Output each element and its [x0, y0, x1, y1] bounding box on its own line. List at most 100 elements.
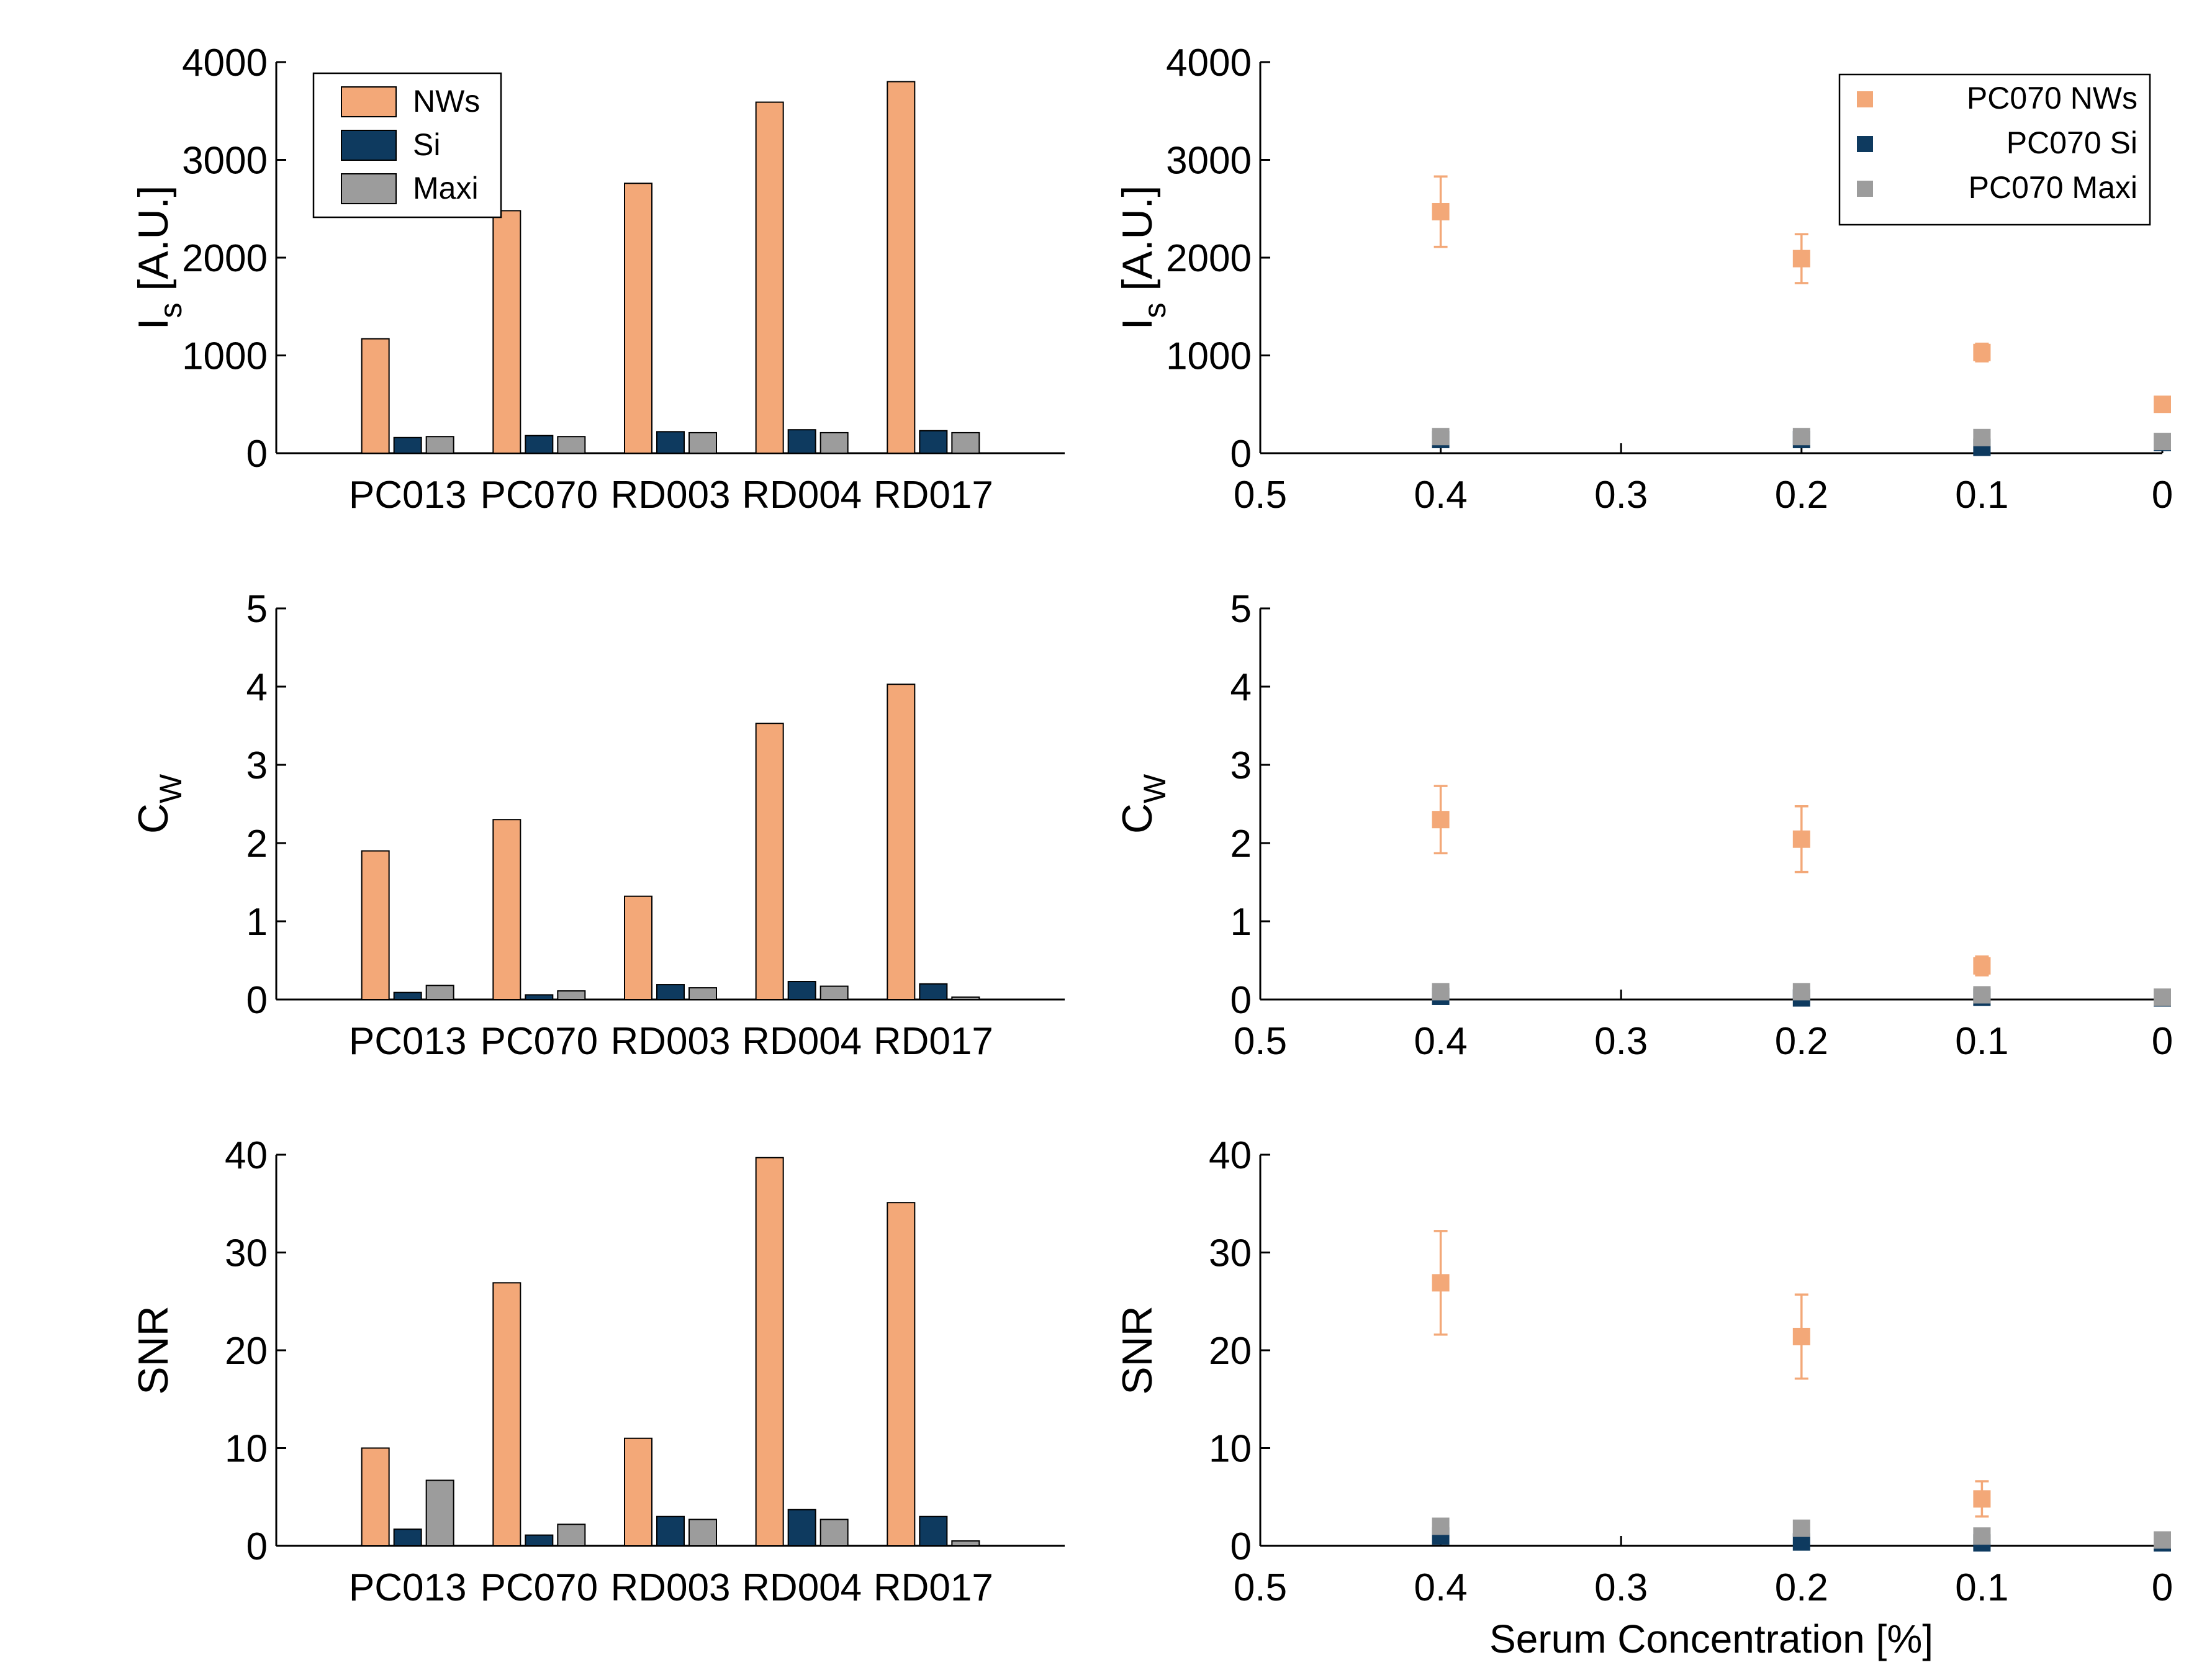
y-tick-label: 3000: [1166, 140, 1252, 183]
bar-maxi-rd003: [688, 987, 717, 1000]
y-tick-label: 0: [246, 1525, 268, 1568]
legend-swatch-si: [341, 130, 397, 161]
point-pc070-nws-2: [1973, 1490, 1991, 1508]
x-tick-label: 0: [2152, 474, 2173, 517]
bar-maxi-pc070: [557, 1523, 586, 1547]
bar-si-pc013: [393, 1528, 422, 1547]
x-tick-label: 0.5: [1234, 1566, 1287, 1609]
point-pc070-nws-2: [1973, 343, 1991, 361]
point-pc070-maxi-3: [2154, 433, 2171, 451]
x-tick-label: RD003: [611, 1566, 731, 1609]
y-axis-label-subscript: s: [153, 303, 188, 318]
y-tick-label: 0: [246, 979, 268, 1022]
x-tick-label: 0.5: [1234, 1020, 1287, 1063]
x-tick-label: PC013: [349, 474, 467, 517]
point-pc070-maxi-2: [1973, 1527, 1991, 1545]
panel-4: 0 1 2 3 4 5 CW 0.5 0.4 0.3 0.2 0.1 0: [1114, 588, 2173, 1063]
legend-label-si: Si: [413, 127, 440, 162]
bar-maxi-rd017: [951, 1540, 980, 1546]
point-pc070-nws-1: [1792, 1327, 1810, 1345]
bar-maxi-rd004: [819, 1519, 849, 1547]
bar-nws-pc070: [492, 1282, 521, 1546]
bar-maxi-rd017: [951, 996, 980, 1000]
bar-si-pc070: [525, 435, 554, 454]
x-tick-label: RD004: [742, 474, 862, 517]
bar-si-rd003: [656, 984, 685, 1001]
panel-2: 0 1000 2000 3000 4000 Is [A.U.] 0.5 0.4 0.3 0.2 0.…: [1114, 42, 2173, 517]
y-tick-label: 2: [1230, 823, 1252, 865]
bar-si-pc070: [525, 1534, 554, 1547]
bar-maxi-pc013: [425, 985, 454, 1000]
y-tick-label: 1: [246, 901, 268, 944]
y-axis-label-subscript: W: [153, 774, 188, 803]
bar-nws-rd003: [624, 895, 652, 1001]
bar-si-rd017: [919, 1515, 948, 1546]
y-tick-label: 1: [1230, 901, 1252, 944]
y-tick-label: 30: [225, 1232, 268, 1275]
bar-nws-pc070: [492, 819, 521, 1000]
x-tick-label: 0: [2152, 1566, 2173, 1609]
x-tick-label: 0.5: [1234, 474, 1287, 517]
y-axis-label-main: I: [1114, 318, 1161, 330]
x-tick-label: PC070: [481, 1566, 598, 1609]
point-pc070-nws-1: [1792, 250, 1810, 268]
legend-marker-2: [1857, 181, 1873, 197]
point-pc070-maxi-0: [1432, 428, 1450, 446]
bar-si-rd017: [919, 983, 948, 1001]
x-tick-label: 0.3: [1594, 474, 1648, 517]
legend-label-0: PC070 NWs: [1967, 81, 2138, 115]
panel-1: 0 1000 2000 3000 4000 Is [A.U.] PC013 PC070 RD00…: [130, 42, 1065, 517]
x-tick-label: 0.1: [1955, 474, 2008, 517]
legend-label-2: PC070 Maxi: [1969, 170, 2138, 205]
y-tick-label: 10: [1209, 1428, 1252, 1471]
point-pc070-maxi-3: [2154, 1531, 2171, 1549]
x-tick-label: PC070: [481, 1020, 598, 1063]
bar-nws-rd003: [624, 183, 652, 454]
point-pc070-maxi-2: [1973, 986, 1991, 1004]
x-tick-label: 0.2: [1775, 474, 1828, 517]
x-tick-label: 0: [2152, 1020, 2173, 1063]
bar-nws-pc013: [361, 338, 390, 454]
point-pc070-maxi-1: [1792, 983, 1810, 1001]
bar-nws-rd003: [624, 1437, 652, 1546]
point-pc070-maxi-0: [1432, 1517, 1450, 1535]
legend-box: [1838, 73, 2151, 226]
legend-swatch-nws: [341, 86, 397, 117]
bar-nws-rd017: [887, 81, 916, 454]
bar-nws-rd017: [887, 1202, 916, 1547]
y-tick-label: 2000: [182, 237, 268, 280]
y-tick-label: 0: [1230, 433, 1252, 476]
point-pc070-maxi-0: [1432, 983, 1450, 1001]
y-tick-label: 4: [1230, 666, 1252, 709]
point-pc070-maxi-2: [1973, 428, 1991, 446]
bar-si-rd004: [787, 1509, 816, 1547]
x-tick-label: RD017: [874, 1020, 993, 1063]
point-pc070-nws-0: [1432, 1274, 1450, 1292]
bar-nws-rd004: [755, 101, 784, 454]
x-axis-label: Serum Concentration [%]: [1489, 1617, 1933, 1661]
point-pc070-maxi-3: [2154, 988, 2171, 1006]
panel-3: 0 1 2 3 4 5 CW PC013 PC070 RD003 RD004 RD017: [130, 588, 1065, 1063]
y-tick-label: 2: [246, 823, 268, 865]
bar-nws-pc013: [361, 850, 390, 1000]
y-axis-label: CW: [1114, 774, 1172, 834]
x-tick-label: 0.1: [1955, 1566, 2008, 1609]
x-tick-label: RD017: [874, 474, 993, 517]
y-tick-label: 3: [246, 744, 268, 787]
y-tick-label: 0: [246, 433, 268, 476]
y-tick-label: 3: [1230, 744, 1252, 787]
y-axis-label-main: SNR: [130, 1306, 177, 1395]
bar-si-pc070: [525, 994, 554, 1000]
bar-nws-rd004: [755, 723, 784, 1000]
bar-maxi-pc013: [425, 436, 454, 454]
x-tick-label: 0.4: [1414, 1566, 1467, 1609]
y-tick-label: 40: [1209, 1134, 1252, 1177]
bar-si-rd004: [787, 429, 816, 454]
legend-marker-0: [1857, 91, 1873, 107]
y-tick-label: 40: [225, 1134, 268, 1177]
x-tick-label: 0.3: [1594, 1566, 1648, 1609]
y-axis-label: CW: [130, 774, 188, 834]
bar-maxi-pc070: [557, 990, 586, 1001]
x-tick-label: 0.2: [1775, 1020, 1828, 1063]
